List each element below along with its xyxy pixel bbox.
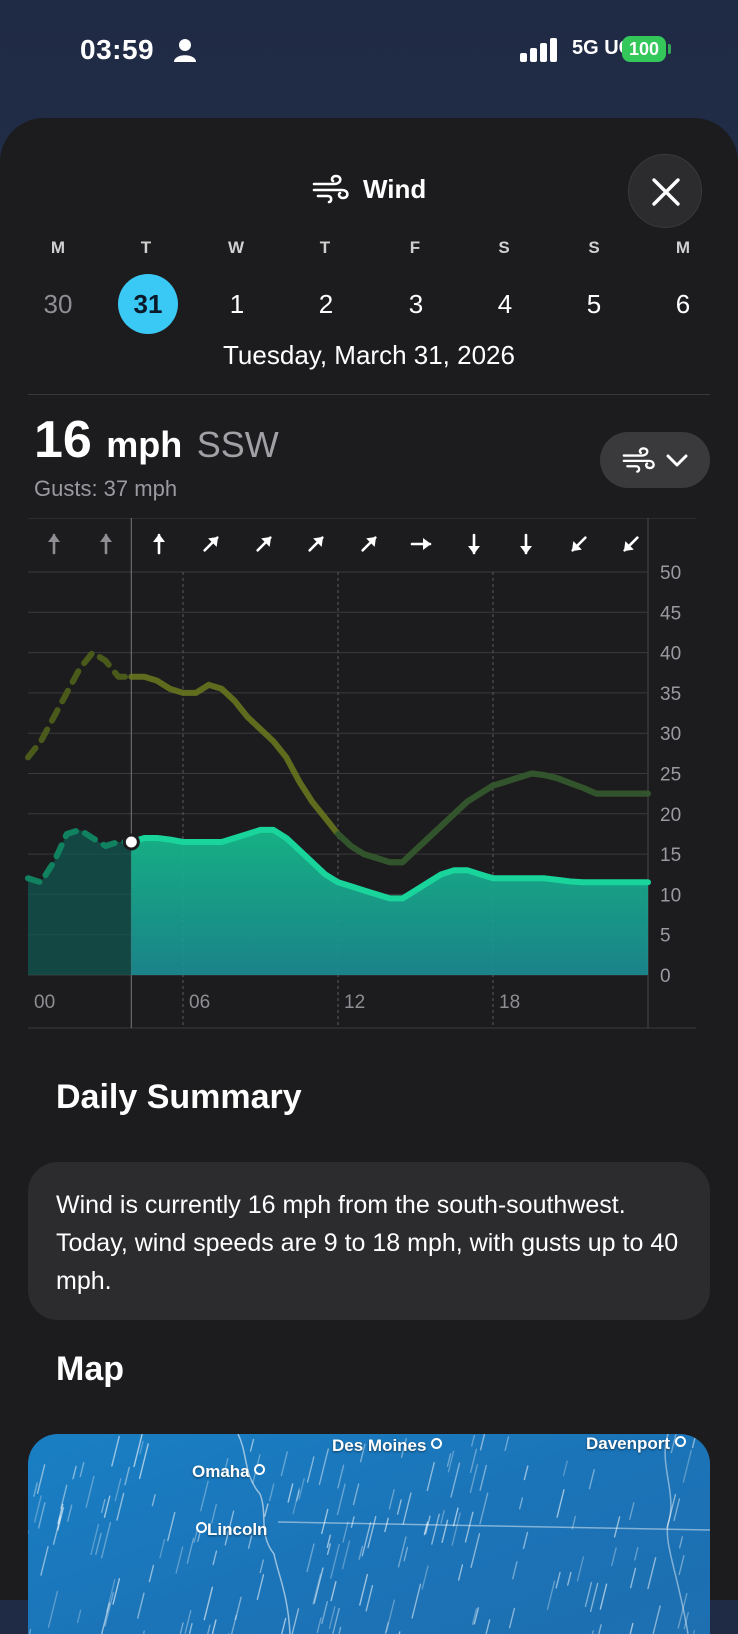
wind-direction-arrow — [48, 534, 60, 553]
y-tick-label: 50 — [660, 563, 681, 584]
gust-line — [131, 677, 648, 862]
date-button-2[interactable]: 2 — [296, 274, 356, 334]
wind-direction-arrow — [520, 535, 532, 554]
daily-summary-card: Wind is currently 16 mph from the south-… — [28, 1162, 710, 1320]
date-button-6[interactable]: 6 — [653, 274, 713, 334]
wind-icon — [312, 174, 350, 204]
divider — [28, 394, 710, 395]
weekday-label: W — [211, 238, 261, 258]
close-button[interactable] — [628, 154, 702, 228]
y-tick-label: 20 — [660, 805, 681, 826]
y-tick-label: 45 — [660, 603, 681, 624]
wind-icon — [622, 446, 656, 474]
daily-summary-heading: Daily Summary — [56, 1078, 302, 1117]
cellular-signal-icon — [520, 38, 560, 62]
y-tick-label: 40 — [660, 644, 681, 665]
city-label-davenport[interactable]: Davenport — [586, 1434, 686, 1454]
date-button-4[interactable]: 4 — [475, 274, 535, 334]
wind-area-past — [28, 830, 131, 975]
wind-map[interactable]: Des Moines Davenport Omaha Lincoln — [28, 1434, 710, 1634]
battery-icon: 100 — [622, 36, 670, 64]
wind-direction-arrow — [305, 533, 327, 555]
y-tick-label: 35 — [660, 684, 681, 705]
status-time: 03:59 — [80, 34, 154, 66]
daily-summary-text: Wind is currently 16 mph from the south-… — [56, 1186, 686, 1300]
weekday-label: M — [658, 238, 708, 258]
x-tick-label: 12 — [344, 992, 365, 1013]
weekday-label: T — [121, 238, 171, 258]
wind-direction-arrow — [358, 533, 380, 555]
wind-direction: SSW — [197, 424, 279, 465]
weekday-label: M — [33, 238, 83, 258]
wind-direction-arrow — [253, 533, 275, 555]
weekday-label: S — [479, 238, 529, 258]
state-borders — [28, 1434, 710, 1634]
chevron-down-icon — [666, 454, 688, 468]
wind-sheet: Wind M T W T F S S M 30 31 1 2 3 4 5 6 T… — [0, 118, 738, 1600]
city-label-omaha[interactable]: Omaha — [192, 1462, 265, 1482]
date-button-1[interactable]: 1 — [207, 274, 267, 334]
wind-area — [131, 830, 648, 975]
y-tick-label: 5 — [660, 926, 671, 947]
wind-chart[interactable]: 0 5 10 15 20 25 30 35 40 45 50 00 06 12 18 — [0, 518, 738, 1158]
wind-direction-arrow — [412, 538, 431, 550]
x-tick-label: 18 — [499, 992, 520, 1013]
date-button-5[interactable]: 5 — [564, 274, 624, 334]
current-point-marker — [124, 835, 138, 849]
current-wind: 16 mph SSW — [34, 410, 279, 470]
city-label-des-moines[interactable]: Des Moines — [332, 1436, 442, 1456]
gusts-label: Gusts: 37 mph — [34, 476, 177, 502]
weekday-label: T — [300, 238, 350, 258]
y-tick-label: 30 — [660, 724, 681, 745]
date-row: 30 31 1 2 3 4 5 6 — [0, 274, 738, 330]
status-bar: 03:59 5G UC 100 — [0, 0, 738, 100]
y-tick-label: 10 — [660, 885, 681, 906]
selected-date-label: Tuesday, March 31, 2026 — [0, 340, 738, 371]
date-button-30[interactable]: 30 — [28, 274, 88, 334]
wind-direction-arrow — [100, 534, 112, 553]
weekday-label: S — [569, 238, 619, 258]
wind-direction-arrow — [153, 534, 165, 553]
x-tick-label: 06 — [189, 992, 210, 1013]
wind-speed-value: 16 — [34, 411, 92, 469]
x-tick-label: 00 — [34, 992, 55, 1013]
wind-direction-arrow — [468, 535, 480, 554]
city-label-lincoln[interactable]: Lincoln — [196, 1520, 267, 1540]
date-button-3[interactable]: 3 — [386, 274, 446, 334]
sheet-title-label: Wind — [363, 174, 426, 204]
chart-mode-picker[interactable] — [600, 432, 710, 488]
person-icon — [174, 38, 196, 62]
gust-line-past — [28, 653, 131, 758]
weekday-label: F — [390, 238, 440, 258]
date-button-31-selected[interactable]: 31 — [118, 274, 178, 334]
wind-direction-arrow — [568, 533, 590, 555]
y-tick-label: 25 — [660, 765, 681, 786]
battery-level: 100 — [622, 36, 666, 62]
xmark-icon — [651, 177, 681, 207]
wind-speed-unit: mph — [106, 424, 182, 465]
weekday-row: M T W T F S S M — [0, 238, 738, 278]
y-tick-label: 0 — [660, 966, 671, 987]
y-tick-label: 15 — [660, 845, 681, 866]
wind-direction-arrow — [620, 533, 642, 555]
map-heading: Map — [56, 1350, 124, 1389]
wind-direction-arrow — [200, 533, 222, 555]
